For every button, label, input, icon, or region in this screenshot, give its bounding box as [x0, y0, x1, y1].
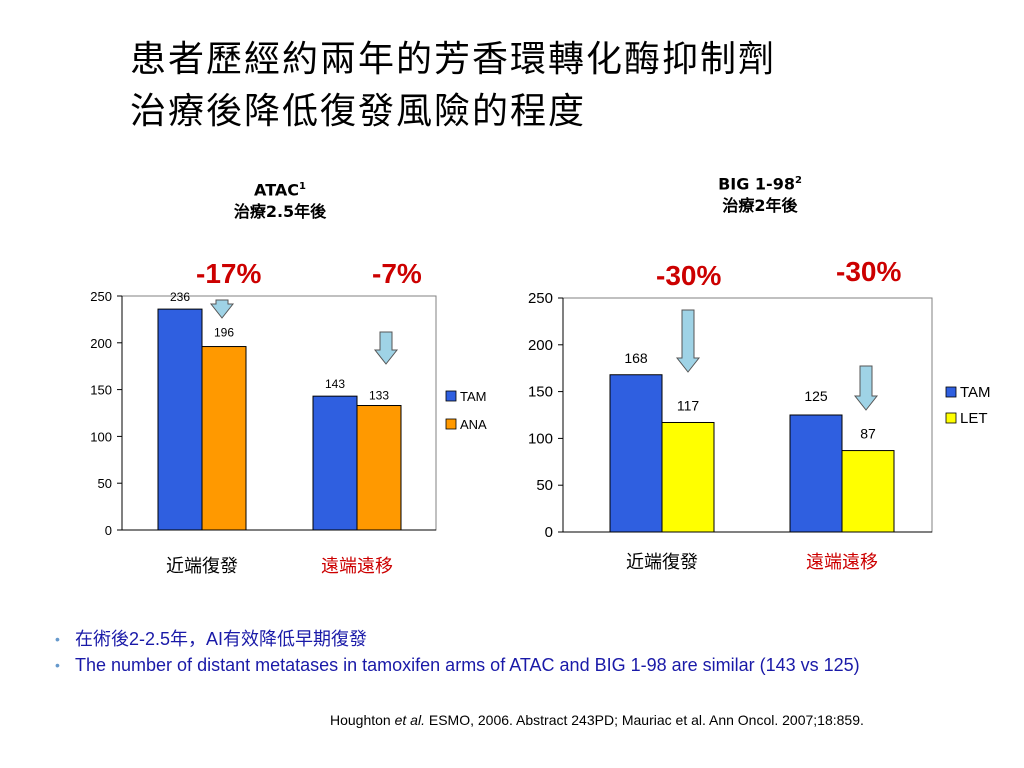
y-tick-label: 150: [528, 384, 553, 401]
category-label: 近端復發: [626, 552, 698, 573]
atac-name: ATAC: [254, 180, 299, 200]
y-tick-label: 50: [98, 476, 112, 491]
citation-post: ESMO, 2006. Abstract 243PD; Mauriac et a…: [424, 712, 864, 728]
title-line-1: 患者歷經約兩年的芳香環轉化酶抑制劑: [130, 39, 777, 80]
atac-heading: ATAC1 治療2.5年後: [200, 176, 360, 223]
atac-change-distant: -7%: [372, 258, 422, 289]
y-tick-label: 0: [545, 524, 553, 541]
big-change-proximal: -30%: [656, 260, 722, 291]
big-change-distant: -30%: [836, 256, 902, 287]
bullet-dot-icon: •: [55, 657, 60, 673]
bar-tam: [609, 374, 663, 533]
y-tick-label: 0: [105, 523, 112, 538]
category-label: 遠端遠移: [321, 556, 393, 577]
y-tick-label: 200: [90, 336, 112, 351]
big-heading: BIG 1-982 治療2年後: [680, 170, 840, 217]
big-name: BIG 1-98: [718, 174, 795, 194]
bullet-list: • 在術後2-2.5年，AI有效降低早期復發 • The number of dis…: [55, 626, 955, 678]
bullet-dot-icon: •: [55, 631, 60, 647]
bar-tam: [312, 395, 358, 531]
y-tick-label: 250: [528, 290, 553, 307]
bullet-text: 在術後2-2.5年，AI有效降低早期復發: [75, 629, 368, 649]
big-ref: 2: [794, 175, 802, 186]
down-arrow-icon: [209, 299, 235, 319]
legend-label: TAM: [960, 384, 991, 401]
bar-value-label: 168: [624, 350, 648, 366]
legend-swatch: [945, 412, 957, 424]
legend-swatch: [945, 386, 957, 398]
bar-tam: [157, 308, 203, 531]
down-arrow-icon: [373, 331, 399, 365]
legend-swatch: [445, 390, 457, 402]
bar-tam: [789, 414, 843, 533]
citation-etal: et al.: [394, 712, 425, 728]
down-arrow-icon: [853, 365, 879, 411]
atac-ref: 1: [298, 181, 306, 192]
citation-pre: Houghton: [330, 712, 395, 728]
bar-value-label: 143: [325, 377, 345, 391]
bullet-item: • The number of distant metatases in tamo…: [55, 652, 955, 678]
y-tick-label: 100: [528, 430, 553, 447]
legend-label: TAM: [460, 389, 486, 404]
slide-title: 患者歷經約兩年的芳香環轉化酶抑制劑 治療後降低復發風險的程度: [130, 34, 776, 138]
bar-value-label: 236: [170, 290, 190, 304]
atac-change-proximal: -17%: [196, 258, 262, 289]
bar-value-label: 196: [214, 326, 234, 340]
bar-let: [841, 450, 895, 533]
y-tick-label: 150: [90, 383, 112, 398]
y-tick-label: 200: [528, 337, 553, 354]
legend-swatch: [445, 418, 457, 430]
bar-ana: [201, 346, 247, 531]
bar-ana: [356, 405, 402, 531]
bar-value-label: 125: [804, 388, 828, 404]
legend-label: LET: [960, 410, 988, 427]
bullet-item: • 在術後2-2.5年，AI有效降低早期復發: [55, 626, 955, 652]
bar-value-label: 87: [860, 426, 876, 442]
title-line-2: 治療後降低復發風險的程度: [130, 91, 587, 132]
category-label: 近端復發: [166, 556, 238, 577]
category-label: 遠端遠移: [806, 552, 878, 573]
bullet-text: The number of distant metatases in tamox…: [75, 655, 860, 675]
bar-value-label: 133: [369, 389, 389, 403]
atac-subtitle: 治療2.5年後: [233, 202, 327, 222]
bar-value-label: 117: [677, 397, 700, 413]
big-subtitle: 治療2年後: [722, 196, 798, 216]
y-tick-label: 50: [536, 477, 553, 494]
bar-let: [661, 421, 715, 533]
y-tick-label: 100: [90, 429, 112, 444]
down-arrow-icon: [675, 309, 701, 373]
y-tick-label: 250: [90, 289, 112, 304]
legend-label: ANA: [460, 417, 487, 432]
citation: Houghton et al. ESMO, 2006. Abstract 243…: [330, 712, 864, 728]
